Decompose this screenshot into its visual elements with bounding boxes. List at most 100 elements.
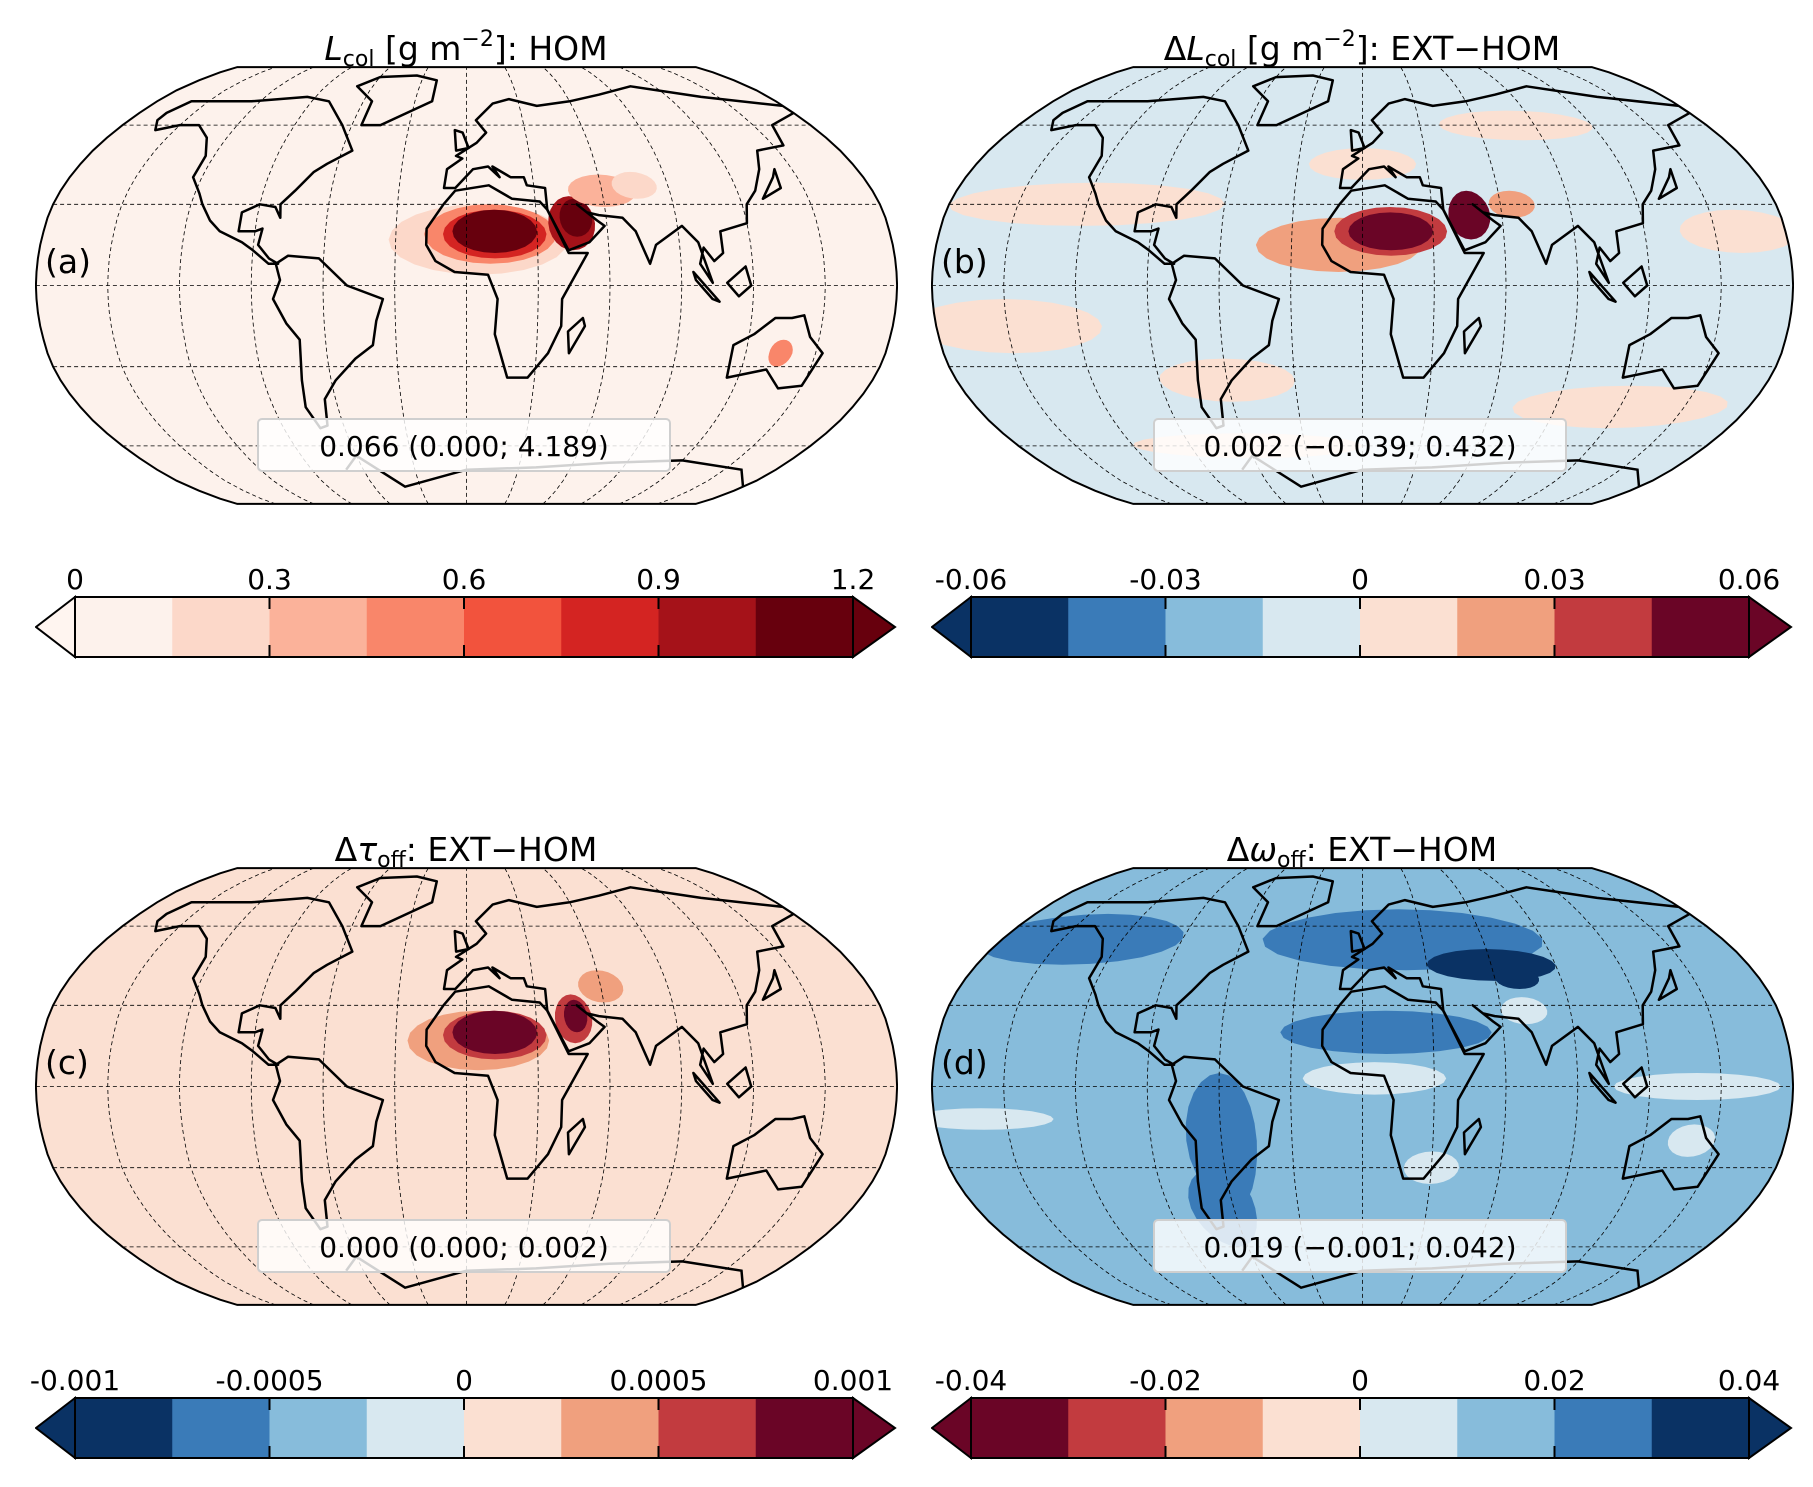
- colorbar-tick-label: 0: [1351, 1364, 1369, 1397]
- coastline-greenland: [1251, 875, 1335, 928]
- field-contour: [1679, 209, 1794, 253]
- field-contour: [1512, 385, 1728, 429]
- colorbar-tick-label: -0.001: [29, 1364, 121, 1397]
- colorbar-extend-high: [852, 1396, 897, 1460]
- coastline-africa: [1320, 985, 1485, 1180]
- coastline-borneo: [1621, 265, 1649, 298]
- title-unit: [g m: [374, 29, 462, 68]
- colorbar-segment: [269, 597, 368, 657]
- colorbar-extend-low: [35, 1396, 76, 1461]
- coastline-australia: [1621, 1115, 1720, 1191]
- field-contour: [768, 339, 793, 367]
- colorbar-d: [931, 1396, 1793, 1461]
- coastline-greenland: [355, 74, 439, 127]
- coastline-sumatra: [1588, 1071, 1617, 1104]
- coastline-madagascar: [1462, 316, 1483, 355]
- colorbar-segment: [269, 1398, 368, 1458]
- colorbar-segment: [658, 597, 757, 657]
- title-symbol: L: [1186, 29, 1205, 68]
- colorbar-segment: [1360, 597, 1458, 657]
- stats-box: 0.066 (0.000; 4.189): [257, 418, 671, 472]
- coastline-africa: [424, 985, 589, 1180]
- colorbar-segment: [971, 597, 1069, 657]
- coastline-south-america: [271, 254, 385, 430]
- coastline-africa: [1320, 184, 1485, 379]
- coastline-uk: [453, 929, 470, 953]
- field-contour: [1302, 1062, 1447, 1095]
- stats-box: 0.002 (−0.039; 0.432): [1153, 418, 1567, 472]
- field-contour: [931, 1108, 1054, 1130]
- colorbar-a: [35, 595, 897, 660]
- colorbar-tick-label: 0: [1351, 563, 1369, 596]
- title-rest: ]: HOM: [493, 29, 608, 68]
- colorbar-tick-label: 0.0005: [609, 1364, 708, 1397]
- colorbar-extend-low: [931, 595, 972, 660]
- coastline-borneo: [725, 1066, 753, 1099]
- colorbar-segment: [75, 597, 173, 657]
- colorbar-segment: [172, 1398, 270, 1458]
- colorbar-extend-high: [852, 595, 897, 659]
- coastline-madagascar: [566, 1117, 587, 1156]
- colorbar-tick-label: 0.04: [1717, 1364, 1781, 1397]
- colorbar-segment: [755, 1398, 854, 1458]
- colorbar-tick-label: 0.9: [636, 563, 681, 596]
- field-contour: [978, 913, 1184, 965]
- coastline-south-america: [271, 1055, 385, 1231]
- colorbar-segment: [464, 597, 562, 657]
- panel-d: Δωoff: EXT−HOM (d) 0.019 (−0.001; 0.042) -0…: [931, 830, 1794, 1487]
- panel-c: Δτoff: EXT−HOM (c) 0.000 (0.000; 0.002) -0.…: [30, 830, 898, 1487]
- colorbar-tick-label: 0: [66, 563, 84, 596]
- panel-label: (d): [941, 1043, 988, 1082]
- title-superscript: −2: [461, 27, 494, 52]
- field-contour: [1348, 212, 1433, 251]
- colorbar-tick-label: -0.04: [934, 1364, 1008, 1397]
- coastline-japan: [761, 167, 783, 201]
- colorbar-tick-label: 0.03: [1523, 563, 1586, 596]
- title-delta: Δ: [1163, 29, 1187, 68]
- title-unit: [g m: [1236, 29, 1324, 68]
- colorbar-segment: [464, 1398, 562, 1458]
- coastline-madagascar: [566, 316, 587, 355]
- field-contour: [1494, 967, 1539, 989]
- colorbar-c: [35, 1396, 897, 1461]
- colorbar-segment: [1068, 1398, 1166, 1458]
- coastline-uk: [1349, 929, 1366, 953]
- panel-title: Lcol [g m−2]: HOM: [35, 20, 897, 80]
- colorbar-segment: [755, 597, 854, 657]
- field-contour: [611, 171, 657, 199]
- stats-box: 0.000 (0.000; 0.002): [257, 1219, 671, 1273]
- colorbar-segment: [658, 1398, 757, 1458]
- colorbar-segment: [1165, 1398, 1264, 1458]
- title-delta: Δ: [1226, 830, 1250, 869]
- colorbar-segment: [1554, 1398, 1653, 1458]
- coastline-greenland: [1251, 74, 1335, 127]
- panel-title: Δτoff: EXT−HOM: [35, 821, 897, 881]
- panel-title: ΔLcol [g m−2]: EXT−HOM: [931, 20, 1793, 80]
- colorbar-b: [931, 595, 1793, 660]
- colorbar-segment: [1457, 597, 1555, 657]
- coastline-eurasia: [442, 85, 795, 285]
- title-rest: : EXT−HOM: [1305, 830, 1498, 869]
- colorbar-extend-low: [35, 595, 76, 660]
- panel-b: ΔLcol [g m−2]: EXT−HOM (b) 0.002 (−0.039; …: [931, 27, 1794, 686]
- colorbar-tick-label: 0: [455, 1364, 473, 1397]
- colorbar-segment: [75, 1398, 173, 1458]
- coastline-north-america: [154, 95, 354, 266]
- colorbar-extend-high: [1748, 595, 1793, 659]
- coastline-south-america: [1167, 254, 1281, 430]
- coastline-australia: [1621, 314, 1720, 390]
- coastline-eurasia: [1338, 886, 1691, 1086]
- colorbar-extend-low: [931, 1396, 972, 1461]
- map-border: [35, 867, 898, 1306]
- colorbar-tick-label: 0.6: [441, 563, 487, 596]
- coastline-sumatra: [692, 1071, 721, 1104]
- colorbar-segment: [1457, 1398, 1555, 1458]
- coastline-australia: [725, 1115, 824, 1191]
- coastline-uk: [453, 128, 470, 152]
- colorbar-segment: [366, 597, 465, 657]
- coastline-north-america: [1050, 896, 1250, 1067]
- coastline-borneo: [725, 265, 753, 298]
- panel-label: (a): [45, 242, 91, 281]
- coastline-sumatra: [1588, 270, 1617, 303]
- colorbar-tick-label: -0.02: [1129, 1364, 1202, 1397]
